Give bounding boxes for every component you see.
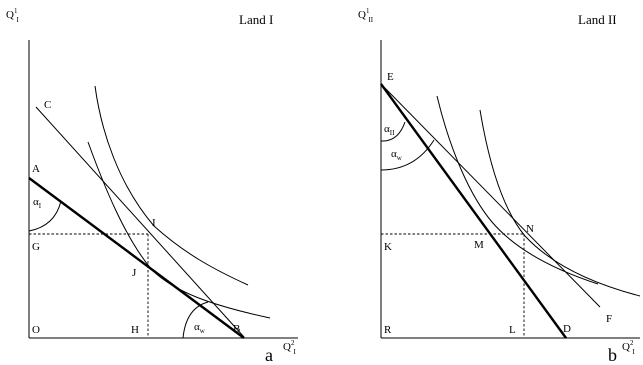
panel-land-i: Q1I Land I Q2I a αI αw A C G — [6, 7, 298, 365]
curve-outer-right — [479, 109, 641, 297]
point-b: B — [233, 323, 240, 335]
curve-inner-right — [436, 95, 599, 285]
panel-letter-a: a — [265, 345, 273, 365]
point-n: N — [526, 223, 534, 235]
point-l: L — [509, 324, 516, 336]
point-d: D — [563, 323, 571, 335]
point-e: E — [387, 71, 394, 83]
label-alpha-i: αI — [33, 196, 42, 210]
x-axis-label-right: Q2I — [622, 339, 635, 356]
point-k: K — [384, 241, 392, 253]
arc-alpha-w-left — [182, 301, 209, 339]
y-axis-label-right: Q1II — [358, 7, 374, 24]
point-c: C — [44, 99, 51, 111]
point-f: F — [606, 313, 612, 325]
panel-title-left: Land I — [239, 12, 273, 27]
label-alpha-ii: αII — [384, 123, 395, 137]
point-j: J — [132, 267, 137, 279]
label-alpha-w-left: αw — [194, 321, 206, 335]
curve-outer-left — [94, 85, 249, 286]
line-e-f — [380, 83, 601, 308]
point-i: I — [152, 217, 156, 229]
point-a: A — [32, 163, 40, 175]
line-c-b — [35, 106, 245, 338]
x-axis-label-left: Q2I — [283, 339, 296, 356]
point-o: O — [32, 324, 40, 336]
line-e-d — [380, 83, 567, 339]
arc-alpha-w-right — [380, 139, 435, 171]
point-g: G — [32, 241, 40, 253]
panel-title-right: Land II — [578, 12, 617, 27]
point-r: R — [384, 324, 392, 336]
arc-alpha-i — [28, 200, 62, 232]
point-m: M — [474, 239, 484, 251]
panel-letter-b: b — [608, 345, 617, 365]
line-a-b — [28, 177, 245, 339]
arc-alpha-ii — [380, 121, 406, 142]
y-axis-label-left: Q1I — [6, 7, 19, 24]
curve-inner-left — [87, 141, 271, 319]
label-alpha-w-right: αw — [391, 148, 403, 162]
panel-land-ii: Q1II Land II Q2I b αII αw E K — [358, 7, 641, 365]
point-h: H — [131, 324, 139, 336]
